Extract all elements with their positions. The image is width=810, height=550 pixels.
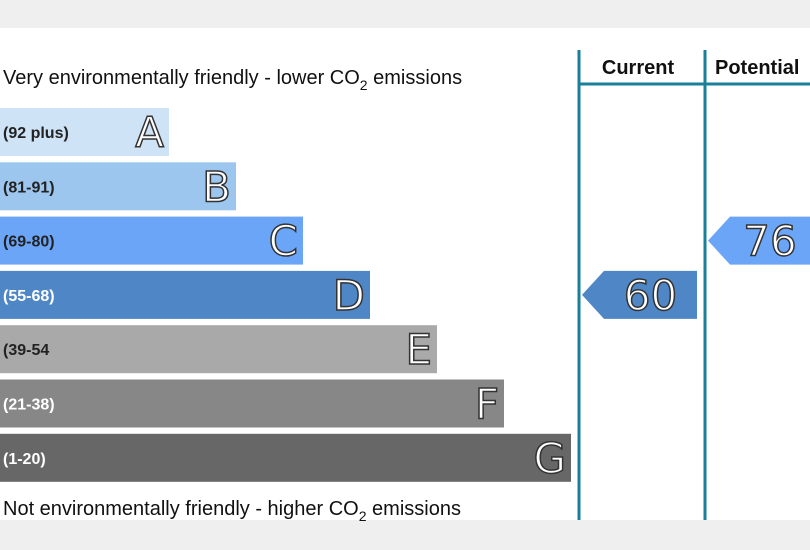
band-bar — [0, 379, 504, 428]
band-range: (21-38) — [3, 397, 55, 414]
band-bar — [0, 162, 236, 211]
rating-arrow — [708, 216, 810, 265]
band-range: (69-80) — [3, 234, 55, 251]
rating-value: 76 — [743, 217, 796, 266]
band-bar — [0, 270, 370, 319]
top-note: Very environmentally friendly - lower CO… — [3, 67, 462, 93]
current-header: Current — [602, 57, 675, 79]
band-range: (39-54 — [3, 342, 49, 359]
band-letter: C — [269, 217, 298, 266]
rating-arrow — [582, 270, 697, 319]
band-letter: E — [405, 325, 432, 374]
band-bar — [0, 325, 437, 374]
band-range: (1-20) — [3, 451, 46, 468]
band-bar — [0, 433, 571, 482]
rating-value: 60 — [624, 271, 677, 320]
band-letter: G — [533, 434, 566, 483]
band-letter: A — [135, 108, 164, 157]
potential-header: Potential — [715, 57, 799, 79]
band-range: (55-68) — [3, 288, 55, 305]
band-bar — [0, 108, 169, 156]
band-letter: F — [475, 380, 499, 429]
band-letter: B — [202, 162, 231, 211]
band-range: (81-91) — [3, 179, 55, 196]
band-letter: D — [333, 271, 365, 320]
band-range: (92 plus) — [3, 125, 69, 142]
bottom-note: Not environmentally friendly - higher CO… — [3, 498, 461, 524]
band-bar — [0, 216, 303, 265]
